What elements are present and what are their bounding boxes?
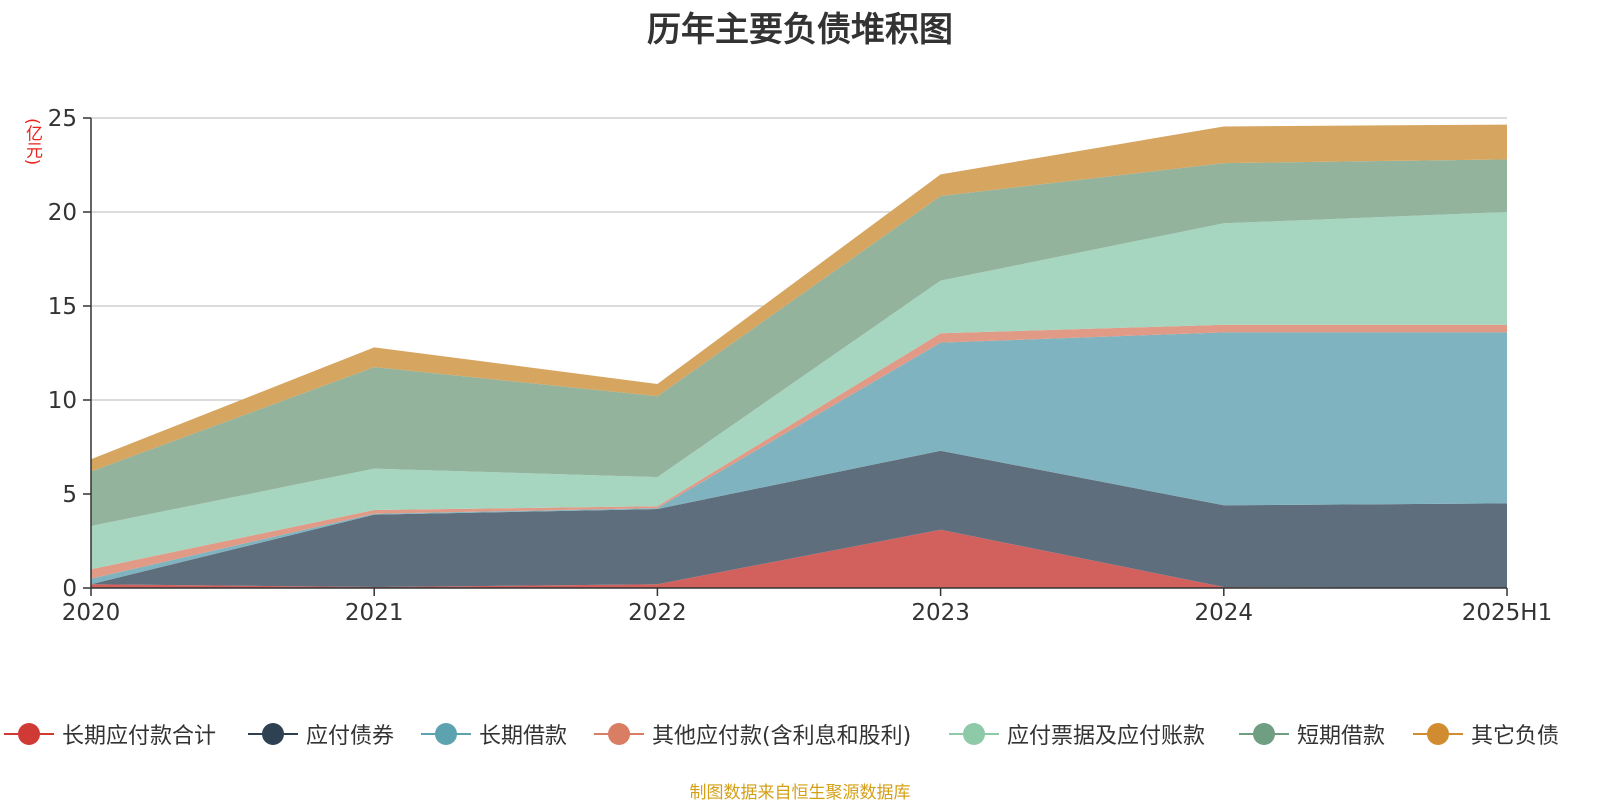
legend-item[interactable]: 长期应付款合计 bbox=[4, 716, 216, 752]
x-tick-label: 2021 bbox=[345, 600, 404, 626]
legend-marker-icon bbox=[421, 719, 471, 749]
y-tick-label: 15 bbox=[48, 294, 77, 320]
legend-label: 其他应付款(含利息和股利) bbox=[652, 724, 912, 749]
y-tick-label: 25 bbox=[48, 106, 77, 132]
legend-label: 应付票据及应付账款 bbox=[1007, 724, 1206, 749]
legend: 长期应付款合计 应付债券 长期借款 其他应付款(含利息和股利) 应付票据及应付账款 短期借… bbox=[0, 716, 1600, 756]
legend-marker-icon bbox=[1239, 719, 1289, 749]
legend-label: 长期应付款合计 bbox=[62, 724, 217, 749]
y-tick-label: 0 bbox=[62, 576, 77, 602]
y-axis-unit-label: (亿元) bbox=[22, 118, 42, 166]
area-series-7 bbox=[91, 124, 1507, 472]
chart-title: 历年主要负债堆积图 bbox=[647, 10, 953, 50]
area-series-5 bbox=[91, 212, 1507, 570]
legend-item[interactable]: 其它负债 bbox=[1413, 716, 1559, 752]
legend-marker-icon bbox=[1413, 719, 1463, 749]
legend-label: 长期借款 bbox=[479, 724, 568, 749]
x-tick-labels: 2020 2021 2022 2023 2024 2025H1 bbox=[62, 588, 1552, 626]
area-series-2 bbox=[91, 450, 1507, 588]
y-tick-labels: 0 5 10 15 20 25 bbox=[48, 106, 91, 602]
area-series-1 bbox=[91, 529, 1507, 588]
y-tick-label: 5 bbox=[62, 482, 77, 508]
legend-marker-icon bbox=[949, 719, 999, 749]
legend-label: 短期借款 bbox=[1297, 724, 1386, 749]
legend-item[interactable]: 长期借款 bbox=[421, 716, 567, 752]
legend-item[interactable]: 其他应付款(含利息和股利) bbox=[594, 716, 911, 752]
legend-item[interactable]: 应付票据及应付账款 bbox=[949, 716, 1205, 752]
area-series-6 bbox=[91, 159, 1507, 526]
y-tick-label: 20 bbox=[48, 200, 77, 226]
area-series-group bbox=[91, 124, 1507, 588]
legend-marker-icon bbox=[594, 719, 644, 749]
legend-label: 其它负债 bbox=[1471, 724, 1560, 749]
legend-marker-icon bbox=[248, 719, 298, 749]
legend-item[interactable]: 短期借款 bbox=[1239, 716, 1385, 752]
y-tick-label: 10 bbox=[48, 388, 77, 414]
x-tick-label: 2025H1 bbox=[1462, 600, 1552, 626]
x-tick-label: 2023 bbox=[911, 600, 970, 626]
area-series-3 bbox=[91, 332, 1507, 585]
legend-item[interactable]: 应付债券 bbox=[248, 716, 394, 752]
legend-marker-icon bbox=[4, 719, 54, 749]
x-tick-label: 2022 bbox=[628, 600, 687, 626]
x-tick-label: 2020 bbox=[62, 600, 121, 626]
source-note: 制图数据来自恒生聚源数据库 bbox=[689, 783, 911, 803]
legend-label: 应付债券 bbox=[306, 724, 395, 749]
x-tick-label: 2024 bbox=[1195, 600, 1254, 626]
axes bbox=[90, 118, 1507, 589]
